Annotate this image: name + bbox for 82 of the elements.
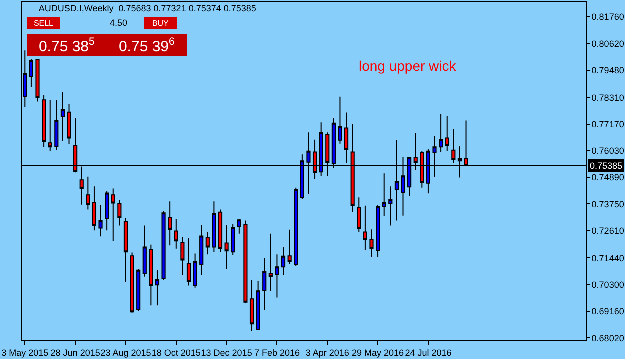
chart-title: AUDUSD.I,Weekly 0.75683 0.77321 0.75374 0.75385 bbox=[38, 4, 256, 14]
candlestick bbox=[363, 205, 368, 251]
annotation: BUY bbox=[152, 19, 170, 28]
annotation: SELL bbox=[34, 19, 54, 28]
candlestick bbox=[218, 209, 223, 253]
candlestick bbox=[206, 232, 210, 256]
candlestick bbox=[344, 112, 349, 164]
candlestick bbox=[136, 268, 141, 312]
candlestick bbox=[168, 201, 172, 246]
candlestick bbox=[155, 270, 160, 306]
candlestick bbox=[212, 201, 216, 253]
candlestick bbox=[288, 229, 292, 265]
y-tick-label: 0.69160 bbox=[592, 306, 624, 317]
candlestick bbox=[162, 210, 166, 281]
y-tick-label: 0.78310 bbox=[592, 92, 624, 103]
x-tick-label: 3 Apr 2016 bbox=[306, 348, 350, 358]
y-tick-label: 0.73750 bbox=[592, 199, 624, 210]
candlestick bbox=[376, 204, 380, 258]
x-tick-label: 28 Jun 2015 bbox=[50, 348, 100, 358]
candlestick bbox=[42, 94, 46, 148]
candlestick bbox=[224, 224, 229, 270]
x-tick-label: 13 Dec 2015 bbox=[201, 348, 252, 358]
x-tick-label: 7 Feb 2016 bbox=[254, 348, 300, 358]
annotation: long upper wick bbox=[359, 58, 458, 74]
candlestick bbox=[262, 257, 267, 312]
candlestick bbox=[193, 253, 198, 288]
candlestick bbox=[445, 116, 450, 152]
candlestick bbox=[60, 92, 65, 142]
candlestick bbox=[268, 233, 273, 292]
candlestick bbox=[370, 229, 374, 258]
y-tick-label: 0.81760 bbox=[592, 12, 624, 22]
y-tick-label: 0.79480 bbox=[592, 65, 624, 76]
y-tick-label: 0.76030 bbox=[592, 146, 624, 156]
x-tick-label: 29 May 2016 bbox=[352, 348, 404, 358]
candlestick bbox=[244, 220, 248, 304]
candlestick bbox=[54, 100, 59, 151]
y-tick-label: 0.72610 bbox=[592, 226, 624, 236]
x-tick-label: 3 May 2015 bbox=[2, 348, 49, 358]
candlestick bbox=[388, 186, 393, 226]
candlestick bbox=[180, 236, 185, 276]
x-tick-label: 24 Jul 2016 bbox=[405, 348, 452, 358]
candlestick bbox=[338, 96, 342, 144]
candlestick bbox=[200, 224, 204, 276]
annotation: 0.75 39$^{6}$ bbox=[118, 36, 176, 56]
candlestick bbox=[382, 173, 386, 217]
candlestick bbox=[281, 246, 286, 276]
candlestick bbox=[237, 218, 242, 234]
y-tick-label: 0.74890 bbox=[592, 172, 624, 183]
candlestick bbox=[186, 238, 192, 286]
y-tick-label: 0.77170 bbox=[592, 119, 624, 130]
candlestick bbox=[256, 280, 260, 331]
candlestick bbox=[118, 200, 122, 226]
candlestick bbox=[92, 186, 97, 232]
candlestick bbox=[149, 244, 154, 306]
annotation: 0.75 38$^{5}$ bbox=[38, 36, 96, 56]
y-tick-label: 0.80620 bbox=[592, 38, 624, 49]
candlestick bbox=[98, 204, 103, 238]
candlestick bbox=[86, 176, 90, 210]
ref-line-label: 0.75385 bbox=[590, 161, 623, 171]
candlestick bbox=[124, 218, 128, 283]
candlestick bbox=[36, 59, 40, 102]
candlestick bbox=[29, 59, 34, 88]
x-tick-label: 18 Oct 2015 bbox=[152, 348, 201, 358]
x-tick-label: 23 Aug 2015 bbox=[100, 348, 152, 358]
candlestick bbox=[111, 188, 116, 242]
candlestick bbox=[67, 104, 72, 145]
candlestick bbox=[250, 280, 254, 332]
candlestick bbox=[275, 254, 280, 298]
candlestick bbox=[439, 114, 444, 153]
y-tick-label: 0.71440 bbox=[592, 253, 624, 264]
y-tick-label: 0.70300 bbox=[592, 280, 624, 290]
candlestick bbox=[294, 187, 298, 267]
candlestick bbox=[142, 225, 147, 278]
y-tick-label: 0.68020 bbox=[592, 333, 624, 344]
candlestick bbox=[105, 190, 110, 232]
candlestick bbox=[130, 252, 134, 314]
candlestick bbox=[452, 128, 456, 164]
candlestick bbox=[48, 100, 52, 152]
candlestick bbox=[231, 224, 236, 256]
annotation: 4.50 bbox=[110, 18, 128, 28]
candlestick bbox=[174, 218, 178, 250]
candlestick bbox=[357, 197, 362, 233]
